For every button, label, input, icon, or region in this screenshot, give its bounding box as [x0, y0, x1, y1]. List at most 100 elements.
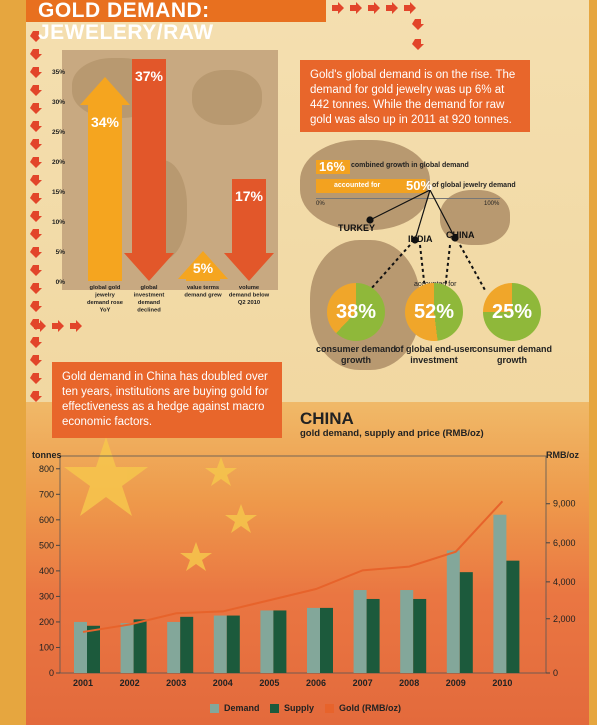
arrow-down-icon: [30, 265, 42, 276]
demand-bar: [307, 607, 320, 673]
y2-tick-label: 2,000: [553, 614, 576, 624]
stat-circle-caption: consumer demand growth: [315, 344, 397, 365]
china-flag-stars: [64, 437, 257, 571]
demand-bar: [446, 550, 460, 673]
supply-bar: [226, 615, 240, 673]
country-connectors: [366, 190, 486, 291]
page-title: GOLD DEMAND: JEWELERY/RAW: [26, 0, 326, 44]
arrow-down-icon: [30, 391, 42, 402]
bar-value-label: 37%: [135, 68, 164, 84]
arrow-down-icon: [30, 103, 42, 114]
bar-arrow: [124, 59, 174, 281]
bar-category-label: investment: [134, 293, 165, 299]
arrow-right-icon: [34, 320, 46, 332]
arrow-right-icon: [332, 2, 344, 14]
arrow-down-icon: [30, 49, 42, 60]
stat-circle: 52%: [405, 283, 463, 341]
bar-arrow: [224, 179, 274, 281]
arrow-down-icon: [30, 355, 42, 366]
demand-bar: [400, 590, 414, 673]
supply-bar: [413, 598, 427, 673]
demand-bar: [213, 615, 227, 673]
legend-gold-swatch: [325, 704, 334, 714]
y-tick-label: 200: [39, 617, 54, 627]
supply-bar: [87, 625, 100, 673]
china-chart: 800 700 600 500 400 300 200 100 0 tonnes 9,000 6,00…: [32, 450, 579, 688]
arrow-down-icon: [30, 283, 42, 294]
arrow-down-icon: [412, 39, 424, 50]
y-tick-label: 300: [39, 591, 54, 601]
arrow-down-icon: [30, 85, 42, 96]
y-tick-label: 0%: [56, 279, 66, 286]
bar-category-label: declined: [137, 308, 161, 314]
country-china: CHINA: [446, 230, 475, 240]
arrow-down-icon: [30, 175, 42, 186]
arrow-down-icon: [30, 373, 42, 384]
y-axis-label: tonnes: [32, 450, 62, 460]
bar-category-label: value terms: [187, 285, 219, 291]
country-india: INDIA: [408, 234, 433, 244]
y-tick-label: 0: [49, 668, 54, 678]
arrow-down-icon: [30, 193, 42, 204]
arrow-down-icon: [30, 211, 42, 222]
legend-gold-label: Gold (RMB/oz): [339, 703, 401, 713]
supply-bar: [133, 619, 147, 673]
legend-supply-swatch: [270, 704, 279, 714]
x-tick-label: 2008: [399, 678, 419, 688]
demand-bar: [167, 621, 181, 673]
arrow-right-icon: [70, 320, 82, 332]
china-chart-title: CHINA: [300, 409, 354, 428]
y-tick-label: 25%: [52, 129, 65, 136]
bar-category-label: Q2 2010: [238, 300, 260, 306]
y-tick-label: 35%: [52, 69, 65, 76]
x-tick-label: 2005: [259, 678, 279, 688]
growth-axis-min: 0%: [316, 201, 325, 207]
y2-tick-label: 6,000: [553, 538, 576, 548]
bar-value-label: 5%: [193, 260, 214, 276]
y-tick-label: 20%: [52, 159, 65, 166]
arrow-right-icon: [368, 2, 380, 14]
y2-tick-label: 9,000: [553, 499, 576, 509]
growth-50-bar: [316, 179, 426, 193]
growth-50-value: 50%: [406, 178, 433, 193]
growth-axis: [316, 198, 500, 199]
legend-demand-label: Demand: [224, 703, 260, 713]
growth-bars: 16% combined growth in global demand acc…: [316, 160, 536, 210]
supply-bar: [273, 610, 287, 673]
bar-category-label: global gold: [90, 285, 121, 291]
bar-category-label: YoY: [100, 308, 111, 314]
legend-demand: Demand: [210, 703, 260, 714]
right-frame: [589, 0, 597, 725]
legend-gold: Gold (RMB/oz): [325, 703, 401, 714]
supply-bar: [506, 560, 520, 673]
y2-tick-label: 0: [553, 668, 558, 678]
bar-category-label: global: [140, 285, 157, 291]
bar-arrow: [178, 251, 228, 281]
left-frame: [0, 0, 26, 725]
supply-bar: [459, 572, 473, 673]
growth-16-text: combined growth in global demand: [351, 162, 469, 169]
arrow-down-icon: [30, 67, 42, 78]
y2-axis-label: RMB/oz: [546, 450, 579, 460]
x-tick-label: 2004: [213, 678, 233, 688]
plot-frame: [59, 455, 547, 674]
arrow-right-icon: [404, 2, 416, 14]
country-turkey: TURKEY: [338, 223, 376, 233]
demand-bar: [353, 590, 367, 673]
bar-value-label: 17%: [235, 188, 264, 204]
x-tick-label: 2010: [492, 678, 512, 688]
y-tick-label: 400: [39, 566, 54, 576]
demand-bar: [120, 623, 134, 673]
bar-category-label: demand below: [229, 293, 270, 299]
y2-tick-label: 4,000: [553, 577, 576, 587]
y-tick-label: 700: [39, 489, 54, 499]
bar-category-label: demand grew: [184, 293, 222, 299]
x-tick-label: 2007: [353, 678, 373, 688]
arrow-right-icon: [386, 2, 398, 14]
bar-category-label: demand: [138, 300, 161, 306]
demand-bar: [74, 621, 87, 673]
arrow-down-icon: [412, 19, 424, 30]
stat-circle: 25%: [483, 283, 541, 341]
y-tick-label: 100: [39, 642, 54, 652]
